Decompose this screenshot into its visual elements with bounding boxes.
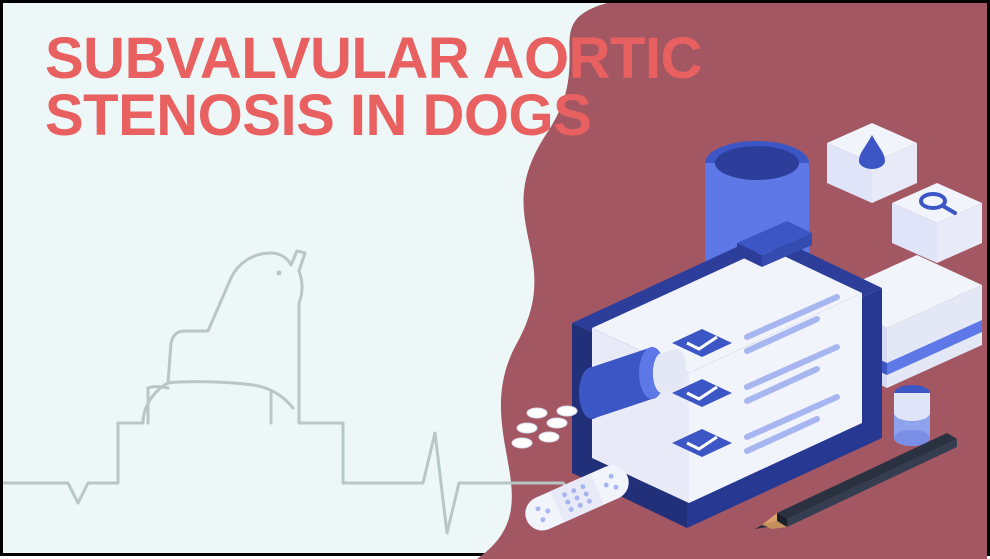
- ekg-trace-with-dog: [3, 251, 603, 533]
- dog-eye: [277, 271, 282, 276]
- title-line-2: STENOSIS IN DOGS: [45, 88, 702, 145]
- title-line-1: SUBVALVULAR AORTIC: [45, 31, 702, 88]
- infographic-canvas: SUBVALVULAR AORTIC STENOSIS IN DOGS: [0, 0, 990, 556]
- page-title: SUBVALVULAR AORTIC STENOSIS IN DOGS: [45, 31, 702, 145]
- ekg-dog-illustration: [3, 193, 603, 553]
- dog-belly-line: [168, 382, 293, 408]
